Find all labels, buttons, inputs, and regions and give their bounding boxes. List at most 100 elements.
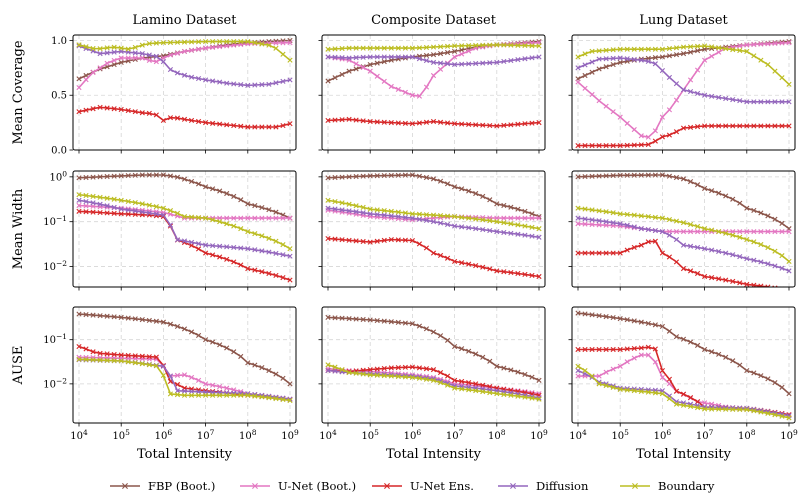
data-point bbox=[381, 208, 387, 214]
data-point bbox=[374, 60, 380, 66]
data-point bbox=[104, 195, 110, 201]
data-point bbox=[118, 197, 124, 203]
series-markers bbox=[575, 172, 792, 232]
data-point bbox=[617, 55, 623, 61]
data-point bbox=[596, 381, 602, 387]
data-point bbox=[716, 123, 722, 129]
data-point bbox=[680, 51, 687, 57]
data-point bbox=[97, 51, 103, 57]
data-point bbox=[694, 399, 701, 405]
data-point bbox=[723, 230, 729, 236]
data-point bbox=[111, 61, 117, 68]
data-point bbox=[631, 345, 637, 352]
data-point bbox=[224, 392, 230, 398]
data-point bbox=[416, 93, 423, 99]
data-point bbox=[97, 357, 103, 363]
data-point bbox=[779, 265, 785, 271]
data-point bbox=[687, 49, 694, 55]
data-point bbox=[680, 176, 687, 182]
data-point bbox=[758, 57, 764, 63]
data-point bbox=[744, 48, 750, 55]
data-point bbox=[452, 48, 458, 55]
data-point bbox=[266, 124, 272, 130]
data-point bbox=[631, 244, 637, 251]
data-point bbox=[104, 357, 110, 363]
data-point bbox=[409, 45, 415, 51]
data-point bbox=[575, 215, 581, 221]
data-point bbox=[423, 44, 430, 51]
data-point bbox=[174, 210, 181, 216]
series-markers bbox=[325, 116, 542, 129]
data-point bbox=[575, 54, 581, 60]
data-point bbox=[508, 204, 514, 210]
data-point bbox=[353, 203, 359, 209]
data-point bbox=[188, 329, 195, 335]
data-point bbox=[638, 319, 644, 325]
data-point bbox=[287, 277, 293, 283]
data-point bbox=[624, 317, 630, 323]
data-point bbox=[181, 372, 188, 378]
data-point bbox=[709, 44, 715, 50]
data-point bbox=[694, 43, 701, 49]
data-point bbox=[680, 391, 687, 397]
data-point bbox=[659, 391, 665, 397]
data-point bbox=[153, 40, 159, 46]
data-point bbox=[353, 238, 359, 244]
data-point bbox=[146, 172, 152, 178]
data-point bbox=[132, 55, 138, 61]
data-point bbox=[723, 277, 729, 283]
data-point bbox=[259, 394, 265, 400]
x-tick-label: 107 bbox=[696, 428, 714, 443]
data-point bbox=[589, 48, 595, 54]
data-point bbox=[473, 216, 479, 222]
data-point bbox=[687, 179, 694, 185]
data-point bbox=[259, 82, 265, 88]
data-point bbox=[772, 40, 778, 46]
legend-marker bbox=[384, 483, 390, 489]
data-point bbox=[174, 323, 181, 329]
data-point bbox=[487, 42, 493, 48]
series-line bbox=[577, 312, 790, 395]
data-point bbox=[266, 249, 272, 255]
data-point bbox=[346, 208, 352, 214]
data-point bbox=[751, 229, 757, 235]
data-point bbox=[603, 103, 609, 109]
data-point bbox=[160, 117, 166, 124]
data-point bbox=[645, 320, 651, 327]
data-point bbox=[716, 406, 722, 412]
data-point bbox=[603, 64, 609, 70]
data-point bbox=[529, 215, 535, 221]
data-point bbox=[473, 381, 479, 387]
data-point bbox=[132, 50, 138, 56]
data-point bbox=[487, 197, 493, 203]
data-point bbox=[723, 250, 729, 256]
data-point bbox=[381, 78, 387, 84]
data-point bbox=[680, 229, 687, 235]
legend-item: Diffusion bbox=[498, 479, 589, 493]
series-line bbox=[78, 199, 291, 257]
data-point bbox=[287, 215, 293, 221]
data-point bbox=[90, 106, 96, 112]
data-point bbox=[638, 46, 644, 52]
y-tick-label: 10−2 bbox=[43, 376, 67, 391]
data-point bbox=[273, 272, 279, 279]
data-point bbox=[737, 43, 743, 49]
data-point bbox=[97, 313, 103, 319]
data-point bbox=[638, 345, 644, 351]
data-point bbox=[786, 229, 792, 235]
data-point bbox=[779, 220, 785, 226]
data-point bbox=[132, 360, 138, 366]
data-point bbox=[709, 247, 715, 253]
data-point bbox=[367, 61, 373, 68]
data-point bbox=[273, 396, 279, 402]
data-point bbox=[118, 352, 124, 358]
data-point bbox=[786, 123, 792, 129]
data-point bbox=[631, 388, 637, 394]
data-point bbox=[416, 323, 423, 329]
data-point bbox=[353, 61, 359, 67]
data-point bbox=[111, 314, 117, 320]
data-point bbox=[687, 221, 694, 228]
data-point bbox=[195, 392, 202, 398]
data-point bbox=[146, 52, 152, 58]
data-point bbox=[575, 367, 581, 374]
